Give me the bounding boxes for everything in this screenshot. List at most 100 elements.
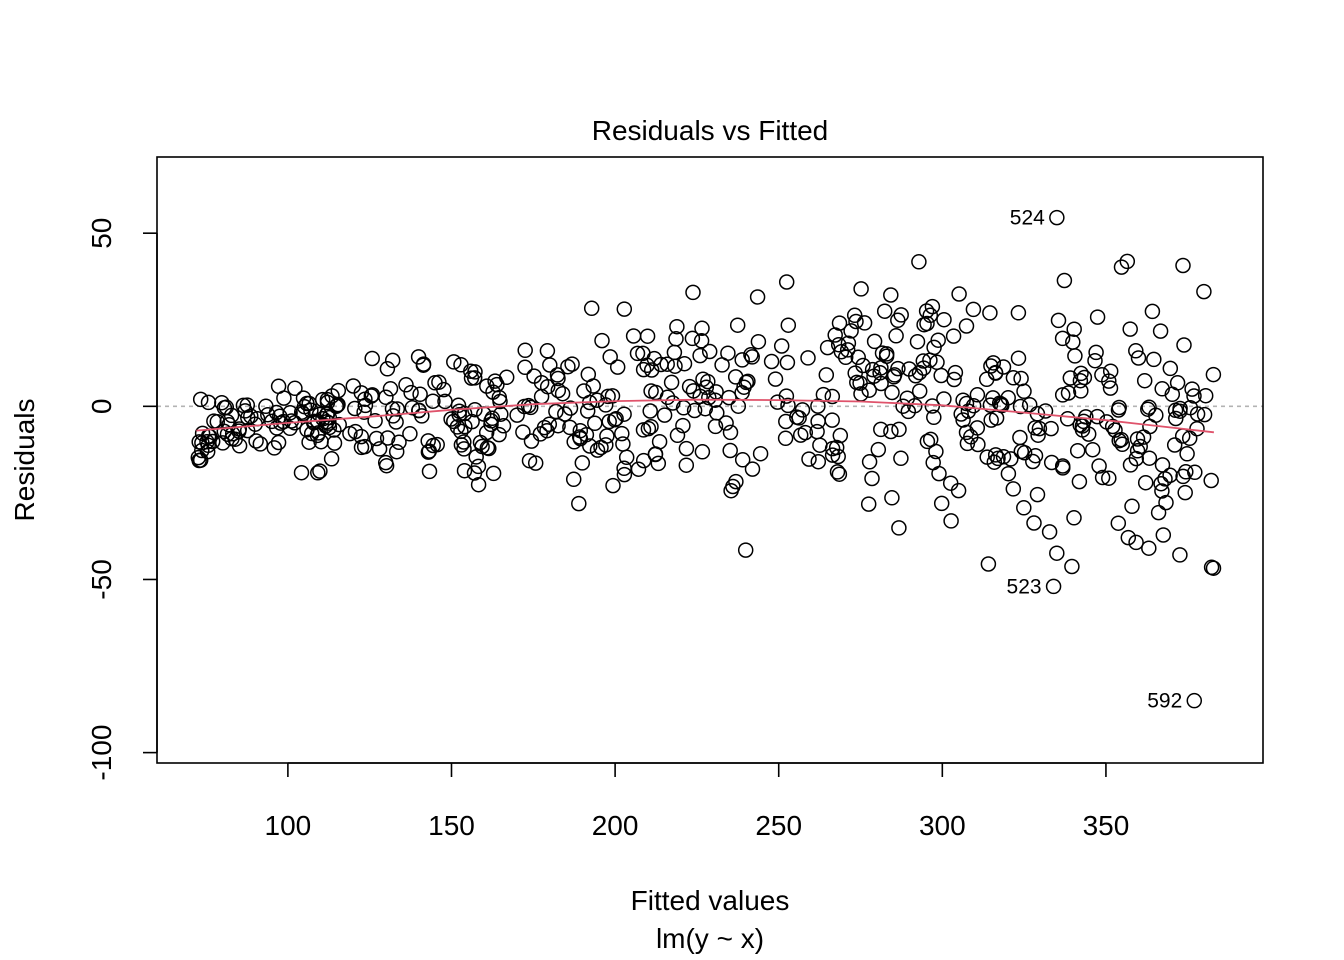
residual-point xyxy=(831,315,848,331)
residual-point xyxy=(646,350,663,367)
residual-point xyxy=(489,376,505,393)
residual-point xyxy=(616,466,633,483)
x-tick-label: 100 xyxy=(265,810,312,841)
residual-point xyxy=(356,404,372,420)
residual-point xyxy=(1067,348,1083,364)
residual-point xyxy=(676,355,693,372)
residual-point xyxy=(425,393,441,409)
residual-point xyxy=(364,350,380,367)
residual-point xyxy=(780,317,797,333)
residual-point xyxy=(780,397,796,414)
residual-point xyxy=(970,436,986,453)
residual-point xyxy=(303,425,320,442)
residual-point xyxy=(1203,472,1219,489)
residual-point xyxy=(1102,363,1119,379)
residual-point xyxy=(464,413,480,430)
residual-point xyxy=(915,360,932,376)
residual-point xyxy=(368,430,385,447)
residual-point xyxy=(1124,498,1140,515)
residual-point xyxy=(1196,406,1213,423)
residual-point xyxy=(824,447,841,463)
residual-point xyxy=(1162,360,1179,377)
residual-point xyxy=(669,318,685,335)
residual-point xyxy=(315,411,331,427)
residual-point xyxy=(647,446,664,463)
residual-point xyxy=(353,439,370,456)
residual-point xyxy=(883,423,899,440)
residual-point xyxy=(1197,387,1214,404)
residual-point xyxy=(1128,534,1144,551)
residual-point xyxy=(734,452,751,468)
residual-point xyxy=(564,356,580,372)
residual-point xyxy=(1141,450,1158,466)
residual-point xyxy=(942,475,959,491)
residual-point xyxy=(562,400,579,416)
residual-point xyxy=(1129,443,1146,459)
residual-point xyxy=(557,406,573,422)
residual-point xyxy=(574,455,591,471)
residual-point xyxy=(890,312,906,329)
residual-point xyxy=(357,397,374,414)
residual-point xyxy=(911,383,928,399)
residual-point xyxy=(1059,411,1076,427)
residual-point xyxy=(1041,524,1058,540)
residual-point xyxy=(1176,337,1192,353)
residual-point xyxy=(1050,312,1067,329)
residual-point xyxy=(601,413,617,430)
residual-point xyxy=(470,476,487,493)
residual-point xyxy=(1166,437,1183,453)
residual-point xyxy=(1155,527,1172,543)
residual-point xyxy=(1076,369,1093,386)
residual-point xyxy=(629,345,646,362)
residual-point xyxy=(983,412,999,428)
residual-point xyxy=(347,423,364,440)
residual-point xyxy=(635,361,652,378)
residual-point xyxy=(995,359,1012,375)
residual-point xyxy=(678,457,695,473)
residual-point xyxy=(675,417,691,434)
residual-point xyxy=(656,407,673,423)
residual-point xyxy=(345,378,362,394)
residual-point xyxy=(589,442,606,458)
residual-point xyxy=(523,433,540,449)
residual-point xyxy=(541,416,558,433)
residual-point xyxy=(929,354,945,371)
residual-point xyxy=(1168,410,1184,427)
residual-point xyxy=(602,349,618,365)
residual-point xyxy=(987,447,1004,463)
residual-point xyxy=(860,496,877,512)
residual-point xyxy=(819,339,836,356)
y-tick-label: -100 xyxy=(86,725,117,781)
residual-point xyxy=(1088,344,1104,361)
residual-point xyxy=(1104,418,1121,435)
residual-point xyxy=(643,362,660,378)
residual-point xyxy=(955,392,971,408)
residual-point xyxy=(498,369,515,386)
residual-point xyxy=(692,388,708,405)
residual-point xyxy=(635,422,652,438)
y-tick-label: 50 xyxy=(86,218,117,249)
residual-point xyxy=(681,378,698,395)
residual-point xyxy=(737,542,754,558)
residual-point xyxy=(931,465,947,482)
residual-point xyxy=(1012,429,1028,446)
residual-point xyxy=(1010,350,1027,366)
residual-point xyxy=(853,281,869,297)
residual-point xyxy=(456,441,472,457)
residual-point xyxy=(686,402,703,419)
model-formula-label: lm(y ~ x) xyxy=(656,923,764,954)
residual-point xyxy=(1071,473,1088,490)
residual-point xyxy=(248,433,264,449)
residual-point xyxy=(450,397,467,414)
residual-point xyxy=(995,449,1012,465)
residual-point xyxy=(324,388,340,404)
residual-point xyxy=(847,365,863,381)
residual-point xyxy=(643,383,659,399)
residual-point xyxy=(1089,309,1106,325)
residual-point xyxy=(1196,283,1212,300)
residual-point xyxy=(539,343,556,359)
residual-point xyxy=(583,300,600,317)
residual-point xyxy=(378,457,395,474)
residual-point xyxy=(852,375,868,391)
residual-point xyxy=(391,434,407,451)
